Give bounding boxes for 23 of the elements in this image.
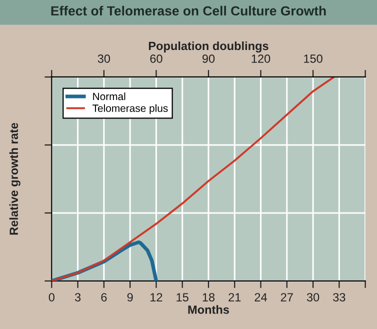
x2-tick-label: 150 (304, 54, 322, 63)
x-tick-label: 27 (280, 293, 293, 302)
x2-tick-label: 90 (202, 54, 215, 63)
x2-tick-label: 30 (98, 54, 110, 63)
x-tick-label: 15 (176, 293, 188, 302)
chart-title: Effect of Telomerase on Cell Culture Growth (51, 6, 326, 16)
x2-axis-title: Population doublings (148, 41, 268, 53)
x2-tick-label: 120 (252, 54, 270, 63)
x-tick-label: 24 (254, 293, 267, 302)
x2-tick-label: 60 (150, 54, 162, 63)
x-axis-title: Months (188, 305, 229, 314)
x-tick-label: 9 (127, 293, 133, 302)
x-tick-label: 30 (306, 293, 320, 302)
x-tick-label: 33 (333, 293, 346, 302)
x-tick-label: 21 (228, 293, 241, 302)
x-tick-label: 6 (101, 293, 107, 302)
x-tick-label: 3 (74, 293, 81, 302)
x-tick-label: 12 (150, 293, 162, 302)
y-axis-title: Relative growth rate (9, 122, 20, 235)
x-tick-label: 18 (202, 293, 215, 302)
x-tick-label: 0 (48, 293, 54, 302)
legend-label: Telomerase plus (92, 104, 168, 114)
legend-label: Normal (93, 92, 126, 100)
